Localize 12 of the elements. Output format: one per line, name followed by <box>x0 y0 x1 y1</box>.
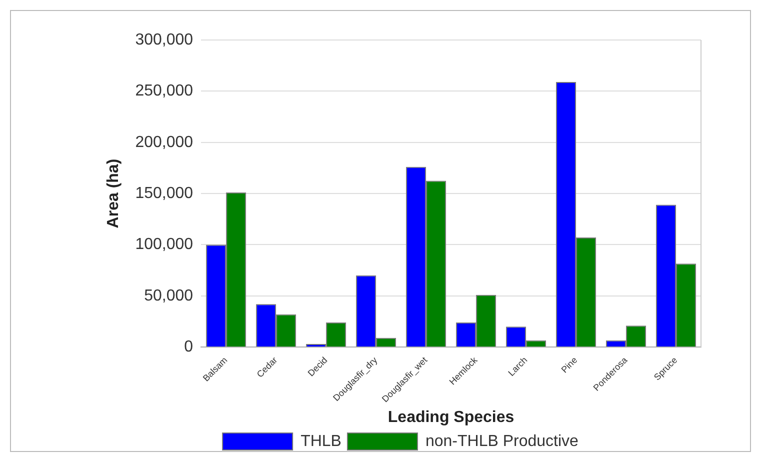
y-tick-label: 50,000 <box>144 287 194 304</box>
y-tick-label: 250,000 <box>135 82 194 100</box>
y-tick-label: 100,000 <box>135 236 194 254</box>
legend-label: THLB <box>300 432 342 450</box>
y-axis-title: Area (ha) <box>105 158 122 228</box>
y-tick-label: 0 <box>184 338 194 356</box>
y-tick-label: 200,000 <box>135 134 194 151</box>
x-axis-title: Leading Species <box>388 408 514 426</box>
x-tick-label: Pine <box>559 354 580 375</box>
y-tick-label: 150,000 <box>135 184 194 202</box>
y-tick-label: 300,000 <box>135 31 194 48</box>
legend-label: non-THLB Productive <box>425 432 579 450</box>
